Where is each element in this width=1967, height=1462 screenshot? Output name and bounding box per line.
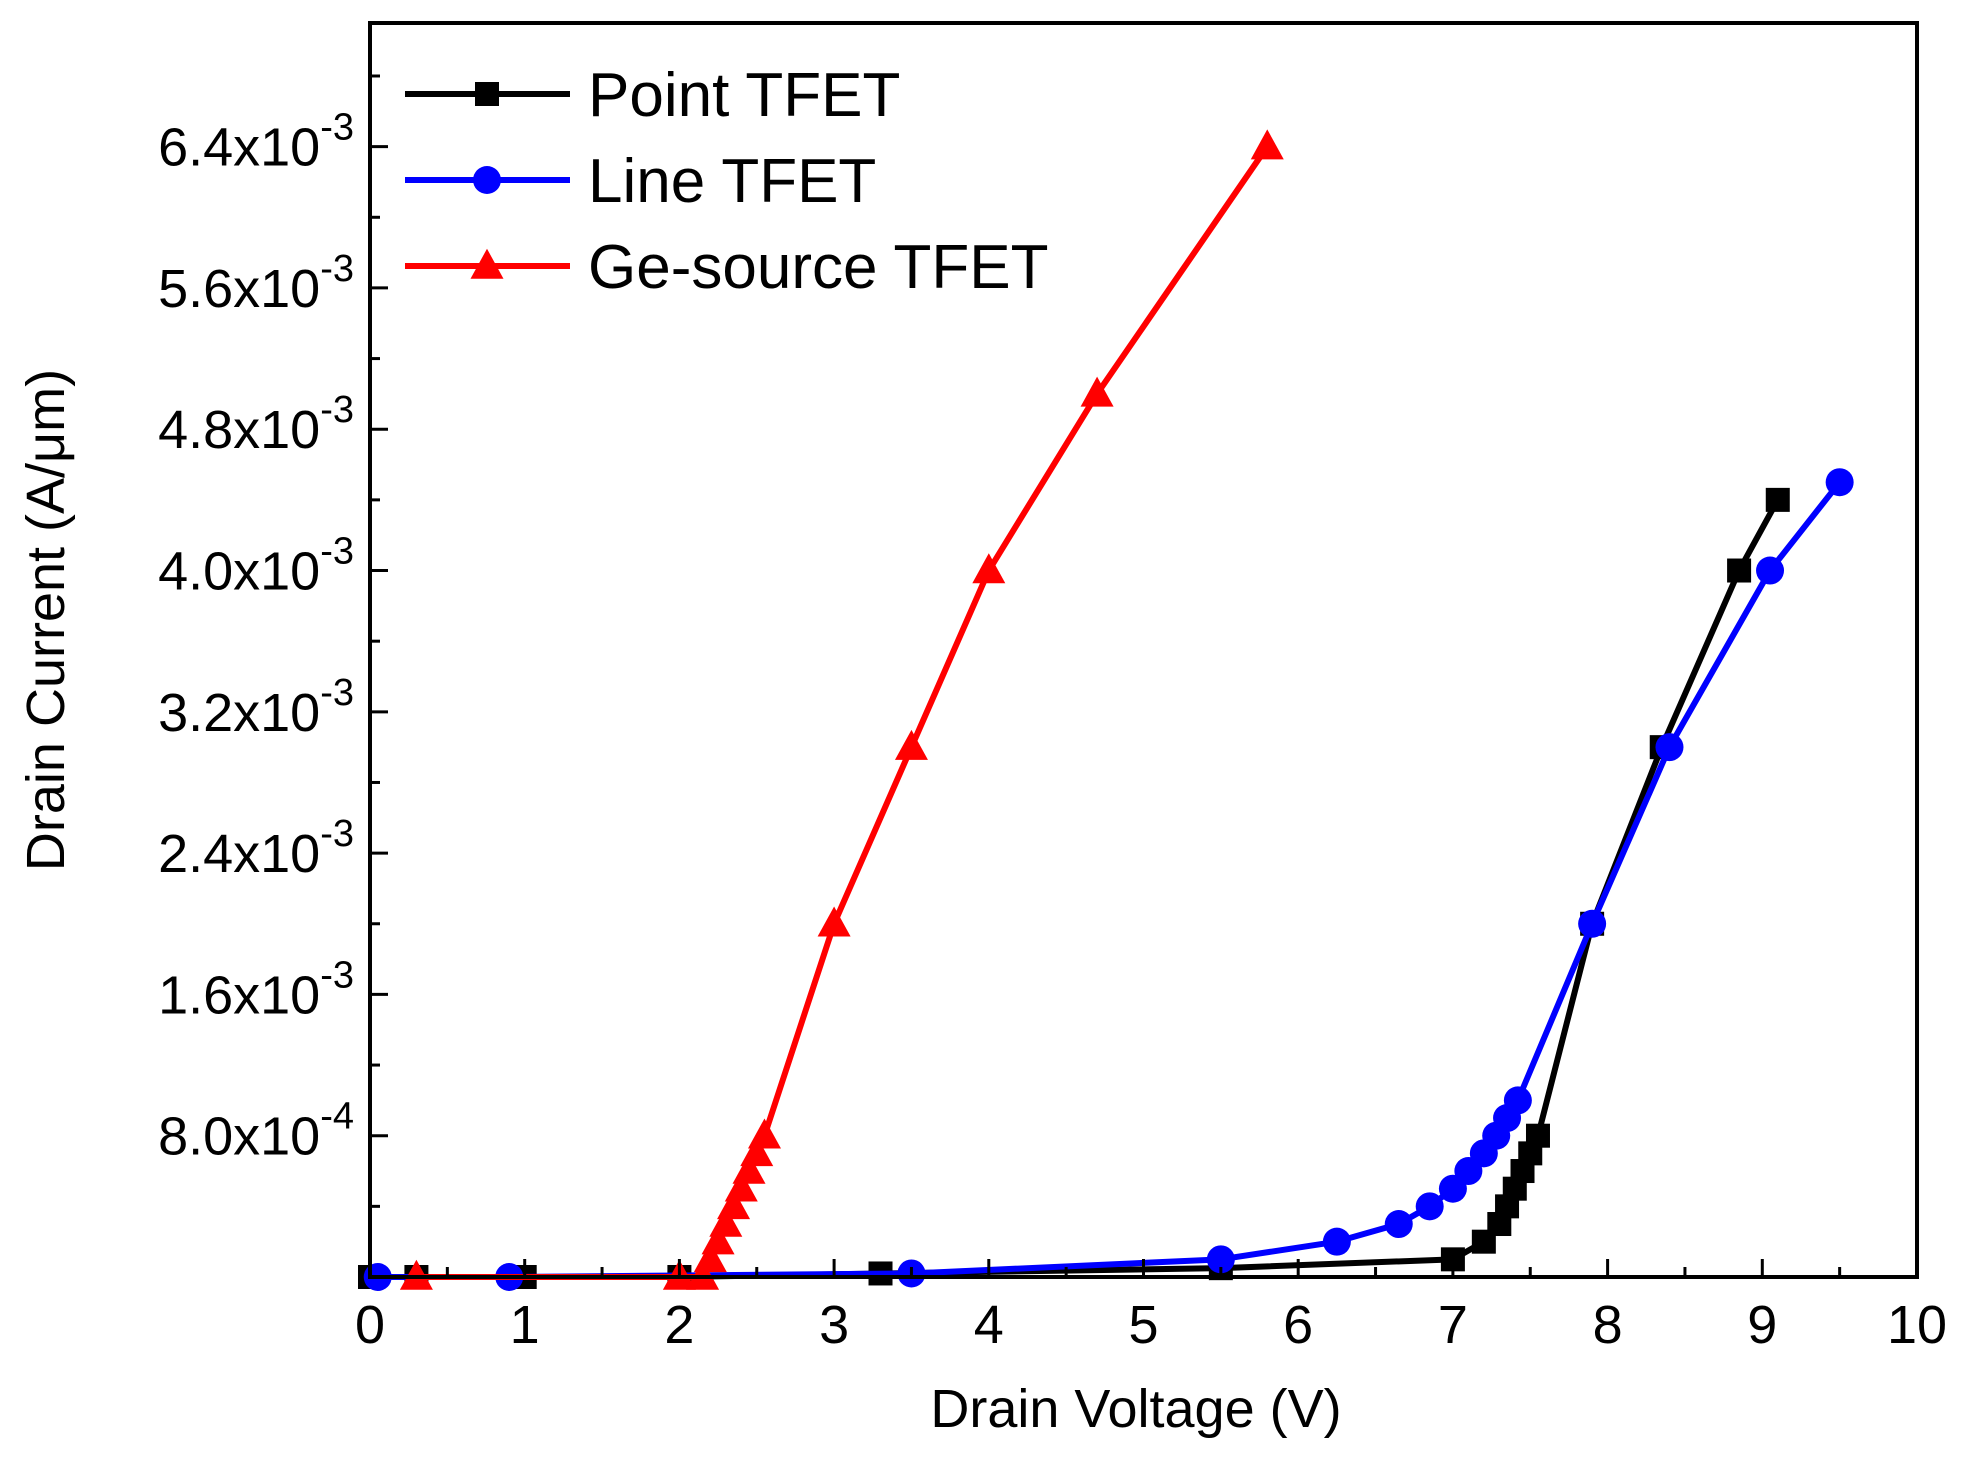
data-point-line-tfet xyxy=(1384,1210,1413,1239)
y-tick-exponent: -3 xyxy=(320,954,354,996)
legend-marker-line-tfet xyxy=(473,166,501,194)
data-point-ge-source-tfet xyxy=(972,553,1006,584)
y-tick-mantissa: 6.4x10 xyxy=(158,118,320,178)
data-point-ge-source-tfet xyxy=(709,1206,743,1237)
data-point-line-tfet xyxy=(1655,733,1684,762)
data-point-ge-source-tfet xyxy=(701,1224,735,1255)
data-point-point-tfet xyxy=(1525,1123,1550,1148)
y-tick-label: 4.8x10-3 xyxy=(158,389,354,460)
legend: Point TFET Line TFET Ge-source TFET xyxy=(405,61,1049,302)
x-tick-label: 1 xyxy=(510,1295,540,1355)
legend-item-point-tfet: Point TFET xyxy=(405,61,900,130)
y-tick-exponent: -3 xyxy=(320,672,354,714)
x-tick-label: 7 xyxy=(1438,1295,1468,1355)
data-point-line-tfet xyxy=(1206,1245,1235,1274)
y-tick-exponent: -3 xyxy=(320,107,354,149)
y-tick-label: 5.6x10-3 xyxy=(158,248,354,319)
data-point-point-tfet xyxy=(1727,558,1752,583)
y-tick-mantissa: 5.6x10 xyxy=(158,259,320,319)
y-tick-label: 8.0x10-4 xyxy=(158,1096,354,1167)
legend-item-ge-source-tfet: Ge-source TFET xyxy=(405,233,1049,302)
data-point-ge-source-tfet xyxy=(686,1259,720,1290)
data-point-point-tfet xyxy=(1765,487,1790,512)
x-tick-label: 2 xyxy=(664,1295,694,1355)
data-point-line-tfet xyxy=(1503,1086,1532,1115)
data-point-ge-source-tfet xyxy=(724,1171,758,1202)
data-point-ge-source-tfet xyxy=(894,729,928,760)
data-point-ge-source-tfet xyxy=(817,906,851,937)
y-tick-exponent: -3 xyxy=(320,531,354,573)
data-point-ge-source-tfet xyxy=(747,1118,781,1149)
legend-label: Ge-source TFET xyxy=(588,233,1049,302)
data-point-line-tfet xyxy=(1415,1192,1444,1221)
data-point-ge-source-tfet xyxy=(1080,376,1114,407)
y-tick-exponent: -3 xyxy=(320,389,354,431)
y-tick-mantissa: 1.6x10 xyxy=(158,965,320,1025)
x-tick-label: 9 xyxy=(1747,1295,1777,1355)
data-point-ge-source-tfet xyxy=(693,1242,727,1273)
x-tick-label: 5 xyxy=(1128,1295,1158,1355)
y-tick-exponent: -3 xyxy=(320,248,354,290)
series-ge-source-tfet xyxy=(399,129,1284,1290)
x-tick-label: 8 xyxy=(1593,1295,1623,1355)
data-point-ge-source-tfet xyxy=(1250,129,1284,160)
data-point-line-tfet xyxy=(1322,1227,1351,1256)
y-tick-label: 2.4x10-3 xyxy=(158,813,354,884)
x-tick-label: 3 xyxy=(819,1295,849,1355)
x-tick-label: 0 xyxy=(355,1295,385,1355)
y-axis-title: Drain Current (A/μm) xyxy=(16,369,76,871)
data-point-ge-source-tfet xyxy=(399,1259,433,1290)
legend-item-line-tfet: Line TFET xyxy=(405,147,876,216)
ticks-layer: 0 1 2 3 4 5 6 7 8 9 108.0x10-41.6x10-32.4x10-33.2x… xyxy=(158,74,1947,1355)
x-tick-label: 6 xyxy=(1283,1295,1313,1355)
y-tick-label: 4.0x10-3 xyxy=(158,531,354,602)
y-tick-label: 6.4x10-3 xyxy=(158,107,354,178)
series-line-tfet xyxy=(363,468,1854,1291)
data-point-line-tfet xyxy=(1578,909,1607,938)
data-point-ge-source-tfet xyxy=(717,1189,751,1220)
y-tick-mantissa: 8.0x10 xyxy=(158,1107,320,1167)
y-tick-label: 1.6x10-3 xyxy=(158,954,354,1025)
y-tick-exponent: -3 xyxy=(320,813,354,855)
legend-marker-ge-source-tfet xyxy=(470,248,504,279)
legend-label: Line TFET xyxy=(588,147,876,216)
data-point-line-tfet xyxy=(1756,556,1785,585)
x-tick-label: 10 xyxy=(1887,1295,1947,1355)
legend-marker-point-tfet xyxy=(475,82,499,106)
y-tick-label: 3.2x10-3 xyxy=(158,672,354,743)
x-axis-title: Drain Voltage (V) xyxy=(930,1379,1341,1439)
y-tick-mantissa: 4.8x10 xyxy=(158,400,320,460)
data-point-ge-source-tfet xyxy=(732,1153,766,1184)
x-tick-label: 4 xyxy=(974,1295,1004,1355)
y-tick-mantissa: 4.0x10 xyxy=(158,542,320,602)
legend-label: Point TFET xyxy=(588,61,900,130)
y-tick-mantissa: 3.2x10 xyxy=(158,683,320,743)
data-point-line-tfet xyxy=(1825,468,1854,497)
y-tick-mantissa: 2.4x10 xyxy=(158,824,320,884)
y-tick-exponent: -4 xyxy=(320,1096,354,1138)
data-point-ge-source-tfet xyxy=(740,1136,774,1167)
